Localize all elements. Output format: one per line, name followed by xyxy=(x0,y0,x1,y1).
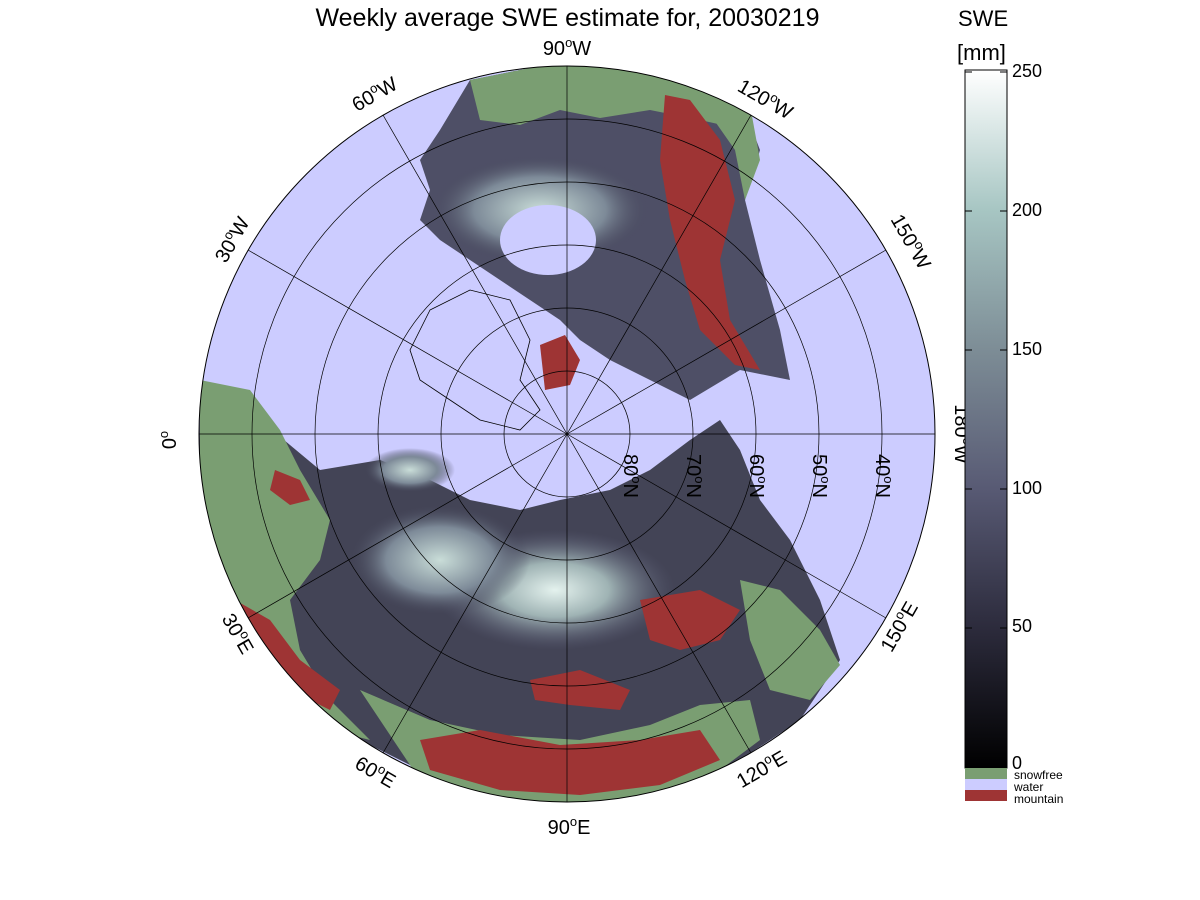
legend-swatch-mountain xyxy=(965,790,1007,801)
greenland-outline xyxy=(409,289,541,431)
lat-label-70n: 70oN xyxy=(682,454,707,498)
lon-label-90w: 90oW xyxy=(543,35,591,60)
himalaya-mountains xyxy=(420,730,720,795)
hudson-bay xyxy=(500,205,596,275)
colorbar-tick-100: 100 xyxy=(1012,478,1043,498)
europe-snowfree xyxy=(200,380,370,740)
far-east-snowfree xyxy=(740,580,840,700)
legend-label-mountain: mountain xyxy=(1014,792,1064,806)
lon-label-30e: 30oE xyxy=(217,608,260,658)
russia-snowpack xyxy=(350,505,530,615)
lat-label-80n: 80oN xyxy=(619,454,644,498)
legend-swatch-snowfree xyxy=(965,768,1007,779)
colorbar-tick-0: 0 xyxy=(1012,753,1023,773)
colorbar-tick-150: 150 xyxy=(1012,339,1043,359)
map-border xyxy=(198,65,936,803)
legend-label-snowfree: snowfree xyxy=(1014,768,1063,782)
lon-label-0: 0o xyxy=(156,431,181,449)
colorbar xyxy=(964,69,1008,801)
latitude-labels: 80oN 70oN 60oN 50oN 40oN xyxy=(619,454,896,498)
colorbar-tick-250: 250 xyxy=(1012,61,1043,81)
graticule xyxy=(199,66,935,802)
longitude-labels: 90oW 120oW 150oW 180oW 150oE 120oE 90oE … xyxy=(156,35,975,839)
legend-swatch-water xyxy=(965,779,1007,790)
east-siberia-mountains xyxy=(640,590,740,650)
colorbar-gradient xyxy=(964,69,1008,769)
lat-label-60n: 60oN xyxy=(745,454,770,498)
greenland-edge xyxy=(540,335,580,390)
na-rockies xyxy=(660,95,760,370)
alps-mountains xyxy=(230,600,340,710)
lat-label-50n: 50oN xyxy=(808,454,833,498)
lat-label-40n: 40oN xyxy=(871,454,896,498)
map-title: Weekly average SWE estimate for, 2003021… xyxy=(315,4,820,32)
legend-label-water: water xyxy=(1014,780,1044,794)
lon-label-90e: 90oE xyxy=(548,814,591,839)
urals-mountains xyxy=(270,470,310,505)
colorbar-label-unit: [mm] xyxy=(957,40,1006,65)
colorbar-tick-50: 50 xyxy=(1012,616,1033,636)
colorbar-label-swe: SWE xyxy=(958,6,1009,31)
scandinavia-snowpack xyxy=(365,448,455,492)
central-asia-mountains xyxy=(530,670,630,710)
colorbar-tick-200: 200 xyxy=(1012,200,1043,220)
